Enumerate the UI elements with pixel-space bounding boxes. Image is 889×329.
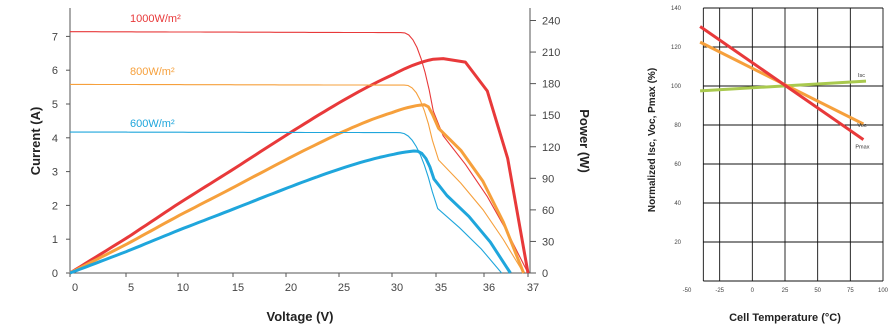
left-x-tick-label: 36 — [483, 282, 495, 294]
iv-curve-2 — [70, 131, 503, 274]
left-x-tick-label: 30 — [391, 282, 403, 294]
left-x-tick-label: 10 — [177, 282, 189, 294]
left-x-tick-label: 15 — [232, 282, 244, 294]
temp-line-2 — [699, 25, 865, 141]
temp-line-label-1: Voc — [857, 123, 866, 129]
left-y2-tick-label: 180 — [542, 79, 560, 91]
left-y-tick-label: 2 — [52, 200, 58, 212]
left-y2-tick-label: 60 — [542, 205, 554, 217]
left-y2-tick-label: 210 — [542, 47, 560, 59]
left-y-tick-label: 0 — [52, 268, 58, 280]
right-x-tick-label: 0 — [751, 288, 755, 294]
left-y-axis-title: Current (A) — [28, 107, 43, 176]
left-y2-tick-label: 90 — [542, 173, 554, 185]
pv-curve-1 — [69, 103, 525, 275]
right-y-tick-label: 80 — [674, 123, 681, 129]
right-x-tick-label: -50 — [683, 288, 692, 294]
left-y2-tick-label: 0 — [542, 268, 548, 280]
right-y-tick-label: 120 — [671, 45, 682, 51]
series-label-0: 1000W/m² — [130, 13, 181, 25]
left-y-tick-label: 7 — [52, 31, 58, 43]
right-x-axis-title: Cell Temperature (°C) — [729, 312, 841, 324]
right-x-tick-label: 25 — [782, 288, 789, 294]
left-y2-tick-label: 120 — [542, 142, 560, 154]
left-x-tick-label: 25 — [338, 282, 350, 294]
temp-line-label-0: Isc — [858, 73, 865, 79]
left-y-tick-label: 6 — [52, 65, 58, 77]
right-x-tick-label: 75 — [847, 288, 854, 294]
left-y-tick-label: 4 — [52, 133, 58, 145]
iv-curve-1 — [70, 83, 525, 274]
right-x-tick-label: 50 — [814, 288, 821, 294]
left-y-tick-label: 3 — [52, 167, 58, 179]
right-y-tick-label: 40 — [674, 201, 681, 207]
left-y2-tick-label: 30 — [542, 236, 554, 248]
left-x-tick-label: 35 — [435, 282, 447, 294]
left-x-axis-title: Voltage (V) — [267, 309, 334, 324]
iv-curve-0 — [70, 31, 529, 274]
pv-curve-0 — [69, 57, 530, 275]
temp-line-0 — [700, 79, 867, 93]
series-label-1: 800W/m² — [130, 66, 175, 78]
right-y-tick-label: 60 — [674, 162, 681, 168]
right-y-tick-label: 20 — [674, 240, 681, 246]
left-y2-axis-title: Power (W) — [577, 109, 592, 173]
left-x-tick-label: 20 — [285, 282, 297, 294]
left-y-tick-label: 1 — [52, 234, 58, 246]
right-x-tick-label: -25 — [715, 288, 724, 294]
series-label-2: 600W/m² — [130, 118, 175, 130]
left-y-tick-label: 5 — [52, 99, 58, 111]
right-y-axis-title: Normalized Isc, Voc, Pmax (%) — [647, 68, 658, 212]
left-x-tick-label: 5 — [128, 282, 134, 294]
left-y2-tick-label: 240 — [542, 16, 560, 28]
left-x-tick-label: 37 — [527, 282, 539, 294]
right-y-tick-label: 100 — [671, 84, 682, 90]
pv-curve-2 — [69, 149, 512, 275]
temp-line-label-2: Pmax — [855, 145, 869, 151]
left-y2-tick-label: 150 — [542, 110, 560, 122]
left-x-tick-label: 0 — [72, 282, 78, 294]
right-x-tick-label: 100 — [878, 288, 889, 294]
right-y-tick-label: 140 — [671, 6, 682, 12]
